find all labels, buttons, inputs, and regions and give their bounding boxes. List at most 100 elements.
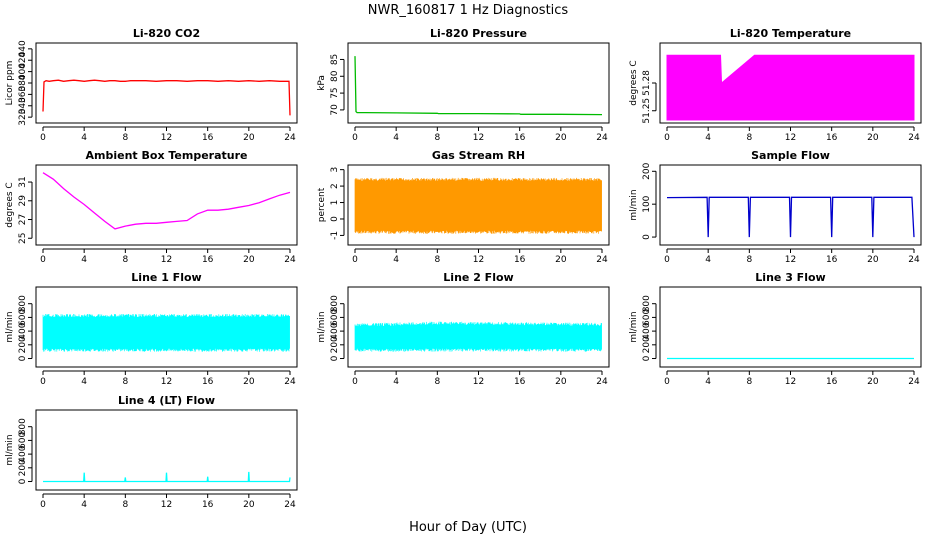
- x-tick-label: 8: [434, 377, 440, 387]
- y-tick-label: 0: [330, 355, 340, 361]
- x-tick-label: 12: [785, 255, 796, 265]
- series-band: [354, 321, 602, 352]
- x-tick-label: 20: [867, 255, 879, 265]
- plot-frame: [35, 42, 298, 124]
- y-tick-label: 200: [18, 336, 28, 353]
- x-tick-label: 12: [161, 500, 172, 510]
- y-tick-label: 80: [330, 70, 340, 82]
- y-axis-label: ml/min: [629, 311, 639, 342]
- y-tick-label: 2: [330, 183, 340, 189]
- y-tick-label: -1: [330, 231, 340, 240]
- y-tick-label: 400: [330, 322, 340, 339]
- plot-frame: [35, 409, 298, 491]
- data-layer: [43, 471, 291, 483]
- x-tick-label: 16: [826, 133, 838, 143]
- panel-title: Line 4 (LT) Flow: [118, 394, 215, 407]
- chart-panel: Line 3 Flow ml/min 0 4 8 12 16 20 24 0 20040060080…: [629, 271, 922, 387]
- y-tick-label: 440: [18, 40, 28, 57]
- y-tick-label: 600: [18, 309, 28, 326]
- y-tick-label: 400: [18, 445, 28, 462]
- x-tick-label: 24: [284, 377, 296, 387]
- panel-title: Li-820 CO2: [133, 27, 200, 40]
- y-tick-label: 25: [18, 233, 28, 244]
- panel-title: Line 1 Flow: [131, 271, 201, 284]
- x-tick-label: 16: [202, 133, 214, 143]
- y-tick-label: 400: [18, 63, 28, 80]
- x-tick-label: 8: [746, 377, 752, 387]
- plot-frame: [659, 164, 922, 246]
- y-tick-label: 0: [642, 234, 652, 240]
- x-tick-label: 20: [243, 500, 255, 510]
- y-tick-label: 800: [330, 295, 340, 312]
- y-tick-label: 51.28: [642, 70, 652, 96]
- panel-title: Gas Stream RH: [432, 149, 525, 162]
- chart-panel: Li-820 Pressure kPa 0 4 8 12 16 20 24 70 75 80 85: [317, 27, 610, 143]
- x-tick-label: 8: [122, 377, 128, 387]
- plot-frame: [659, 286, 922, 368]
- x-tick-label: 12: [473, 255, 484, 265]
- figure-title: NWR_160817 1 Hz Diagnostics: [368, 3, 569, 18]
- y-tick-label: 29: [18, 195, 28, 207]
- x-tick-label: 24: [908, 255, 920, 265]
- x-tick-label: 0: [352, 255, 358, 265]
- x-tick-label: 24: [284, 500, 296, 510]
- y-tick-label: 3: [330, 167, 340, 173]
- y-tick-label: 340: [18, 97, 28, 114]
- data-layer: [354, 177, 602, 234]
- x-tick-label: 8: [746, 133, 752, 143]
- series-line: [666, 196, 915, 238]
- plot-frame: [347, 42, 610, 124]
- y-tick-label: 100: [642, 195, 652, 212]
- x-tick-label: 24: [908, 133, 920, 143]
- x-tick-label: 16: [826, 377, 838, 387]
- x-axis-label: Hour of Day (UTC): [409, 520, 527, 535]
- x-tick-label: 20: [867, 133, 879, 143]
- y-axis-label: ml/min: [5, 434, 15, 465]
- y-axis-label: ml/min: [317, 311, 327, 342]
- y-tick-label: 0: [18, 355, 28, 361]
- series-area: [666, 54, 915, 121]
- y-axis-label: ml/min: [5, 311, 15, 342]
- series-line: [42, 172, 291, 230]
- x-tick-label: 0: [664, 133, 670, 143]
- y-tick-label: 200: [330, 336, 340, 353]
- x-tick-label: 12: [473, 133, 484, 143]
- x-tick-label: 8: [434, 255, 440, 265]
- x-tick-label: 0: [40, 377, 46, 387]
- x-tick-label: 8: [122, 500, 128, 510]
- y-tick-label: 800: [642, 295, 652, 312]
- x-tick-label: 4: [81, 377, 87, 387]
- panel-title: Ambient Box Temperature: [86, 149, 248, 162]
- panel-title: Line 3 Flow: [755, 271, 825, 284]
- y-tick-label: 70: [330, 104, 340, 116]
- plot-frame: [35, 286, 298, 368]
- y-tick-label: 600: [18, 432, 28, 449]
- x-tick-label: 24: [284, 255, 296, 265]
- x-tick-label: 16: [202, 500, 214, 510]
- chart-panel: Line 1 Flow ml/min 0 4 8 12 16 20 24 0 20040060080…: [5, 271, 298, 387]
- x-tick-label: 0: [664, 255, 670, 265]
- panel-title: Sample Flow: [751, 149, 830, 162]
- x-tick-label: 16: [202, 255, 214, 265]
- x-tick-label: 4: [705, 377, 711, 387]
- x-tick-label: 16: [514, 377, 526, 387]
- plot-frame: [347, 286, 610, 368]
- x-tick-label: 20: [555, 255, 567, 265]
- x-tick-label: 24: [596, 255, 608, 265]
- y-tick-label: 400: [18, 322, 28, 339]
- series-band: [42, 314, 290, 352]
- panel-title: Li-820 Pressure: [430, 27, 527, 40]
- x-tick-label: 20: [243, 377, 255, 387]
- chart-panel: Li-820 CO2 Licor ppm 0 4 8 12 16 20 24 3203403603…: [5, 27, 298, 143]
- x-tick-label: 20: [243, 255, 255, 265]
- x-tick-label: 4: [705, 255, 711, 265]
- y-tick-label: 0: [330, 216, 340, 222]
- y-tick-label: 400: [642, 322, 652, 339]
- x-tick-label: 24: [908, 377, 920, 387]
- x-tick-label: 24: [284, 133, 296, 143]
- y-tick-label: 0: [642, 355, 652, 361]
- x-tick-label: 24: [596, 133, 608, 143]
- y-tick-label: 0: [18, 478, 28, 484]
- y-axis-label: percent: [317, 187, 327, 222]
